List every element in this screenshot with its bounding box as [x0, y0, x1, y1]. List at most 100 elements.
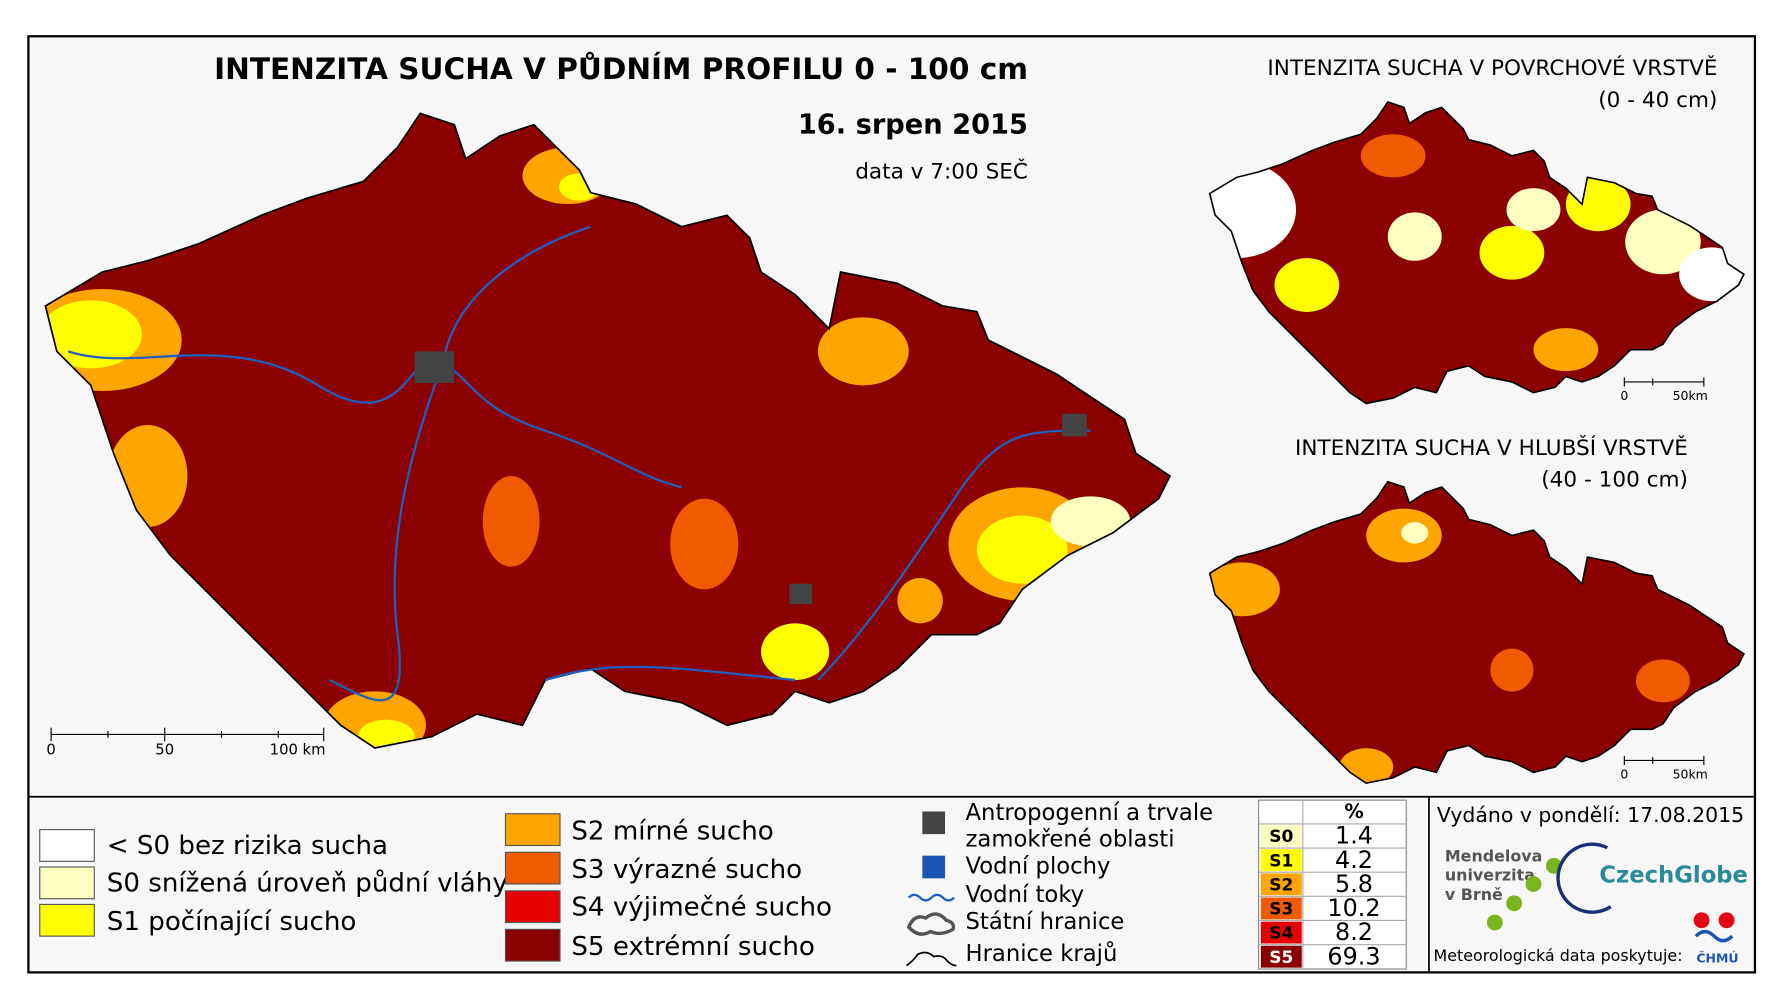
logo-text: CzechGlobe: [1599, 863, 1748, 889]
scale-label: 50km: [1673, 767, 1708, 782]
map-zone: [1625, 209, 1701, 275]
map-zone: [1635, 659, 1690, 703]
class-cell: [1260, 873, 1302, 896]
scale-label: 100 km: [270, 741, 326, 758]
map-zone: [1506, 188, 1561, 232]
logo-arc: [1556, 842, 1612, 914]
symbol-label: Hranice krajů: [966, 940, 1118, 967]
legend-label: S5 extrémní sucho: [571, 932, 815, 962]
water-symbol: [922, 855, 946, 879]
class-cell: [1260, 921, 1302, 944]
class-cell: [1260, 945, 1302, 968]
map-zone: [1209, 161, 1297, 259]
class-label: S3: [1269, 900, 1293, 920]
class-label: S2: [1269, 875, 1293, 895]
legend-swatch: [504, 851, 561, 885]
map-zone: [1533, 328, 1599, 372]
scale-label: 0: [46, 741, 55, 758]
map-zone: [761, 623, 830, 680]
river: [328, 362, 445, 702]
logo-dot: [1693, 912, 1710, 929]
data-provider: Meteorologická data poskytuje:: [1434, 946, 1683, 965]
logo-text: v Brně: [1445, 885, 1503, 904]
logo-dot: [1486, 914, 1503, 931]
logo-wave: [1694, 929, 1734, 943]
class-cell: [1260, 849, 1302, 872]
legend-swatch: [504, 813, 561, 847]
symbol-label: Antropogenní a trvale: [966, 800, 1214, 826]
percent-value: 8.2: [1335, 918, 1373, 946]
map-zone: [897, 578, 943, 624]
scale-line: [1623, 377, 1705, 387]
map-zone: [482, 476, 540, 567]
scale-label: 0: [1620, 767, 1628, 782]
legend-label: S0 snížená úroveň půdní vláhy: [107, 869, 508, 899]
logo-dot: [1718, 912, 1735, 929]
symbol-label: Vodní toky: [966, 882, 1085, 908]
map-date: 16. srpen 2015: [798, 109, 1028, 140]
symbol-label: Vodní plochy: [966, 854, 1111, 880]
inset-depth: (40 - 100 cm): [1541, 468, 1688, 493]
mendel-logo: Mendelova univerzita v Brně: [1445, 846, 1562, 931]
legend-label: < S0 bez rizika sucha: [107, 831, 388, 861]
percent-value: 1.4: [1335, 822, 1373, 850]
scale-line: [50, 727, 325, 742]
percent-value: 69.3: [1327, 942, 1380, 970]
class-cell: [1260, 825, 1302, 847]
legend-swatch: [39, 903, 95, 937]
border-symbol: [906, 912, 956, 936]
map-zone: [817, 317, 909, 386]
class-cell: [1260, 897, 1302, 920]
logo-dot: [1525, 876, 1542, 892]
class-label: S0: [1269, 827, 1293, 847]
map-zone: [45, 300, 142, 369]
logo-text: Mendelova: [1445, 846, 1543, 865]
river: [441, 225, 592, 363]
region-symbol: [905, 951, 957, 967]
map-zone: [976, 515, 1068, 584]
legend-label: S1 počínající sucho: [107, 907, 357, 937]
symbol-legend: Antropogenní a trvale zamokřené oblasti …: [905, 800, 1214, 967]
chmu-logo: ČHMÚ: [1693, 912, 1739, 965]
scale-bar: 0 50 100 km: [46, 727, 326, 758]
class-label: S5: [1269, 948, 1293, 968]
inset-depth: (0 - 40 cm): [1598, 88, 1717, 113]
legend: < S0 bez rizika sucha S0 snížená úroveň …: [39, 813, 832, 962]
logo-text: univerzita: [1445, 866, 1535, 885]
scale-label: 50: [155, 741, 174, 758]
map-zone: [1274, 258, 1340, 312]
river-symbol: [907, 893, 955, 902]
percent-value: 4.2: [1335, 846, 1373, 874]
inset-title: INTENZITA SUCHA V HLUBŠÍ VRSTVĚ: [1295, 435, 1688, 461]
percent-value: 5.8: [1335, 870, 1373, 898]
map-zone: [1387, 212, 1442, 261]
czechglobe-logo: CzechGlobe: [1556, 842, 1748, 914]
map-zone: [1360, 134, 1426, 178]
map-zone: [1479, 225, 1545, 280]
legend-swatch: [39, 866, 95, 900]
logo-text: ČHMÚ: [1696, 950, 1738, 965]
urban-area: [1062, 413, 1088, 437]
scale-label: 0: [1620, 388, 1628, 403]
map-zone: [1490, 648, 1534, 692]
legend-swatch: [39, 829, 95, 862]
percent-value: 10.2: [1327, 894, 1380, 922]
map-zone: [1401, 522, 1429, 544]
river: [817, 429, 1091, 681]
scale-label: 50km: [1673, 388, 1708, 403]
urban-area: [414, 351, 455, 384]
legend-label: S3 výrazné sucho: [571, 855, 802, 885]
legend-label: S4 výjimečné sucho: [571, 892, 832, 922]
map-title: INTENZITA SUCHA V PŮDNÍM PROFILU 0 - 100…: [214, 50, 1028, 86]
stats-table: % S0 1.4 S1 4.2 S2 5.8 S3 10.2 S4 8.2 S5 69.3: [1258, 799, 1407, 970]
river: [544, 665, 796, 682]
data-time: data v 7:00 SEČ: [855, 158, 1028, 184]
class-label: S4: [1269, 924, 1293, 944]
scale-line: [1623, 755, 1705, 765]
legend-label: S2 mírné sucho: [571, 816, 773, 846]
logo-dot: [1506, 895, 1523, 912]
map-zone: [670, 498, 739, 590]
urban-area: [789, 583, 813, 605]
urban-symbol: [922, 811, 946, 835]
legend-swatch: [504, 928, 561, 962]
